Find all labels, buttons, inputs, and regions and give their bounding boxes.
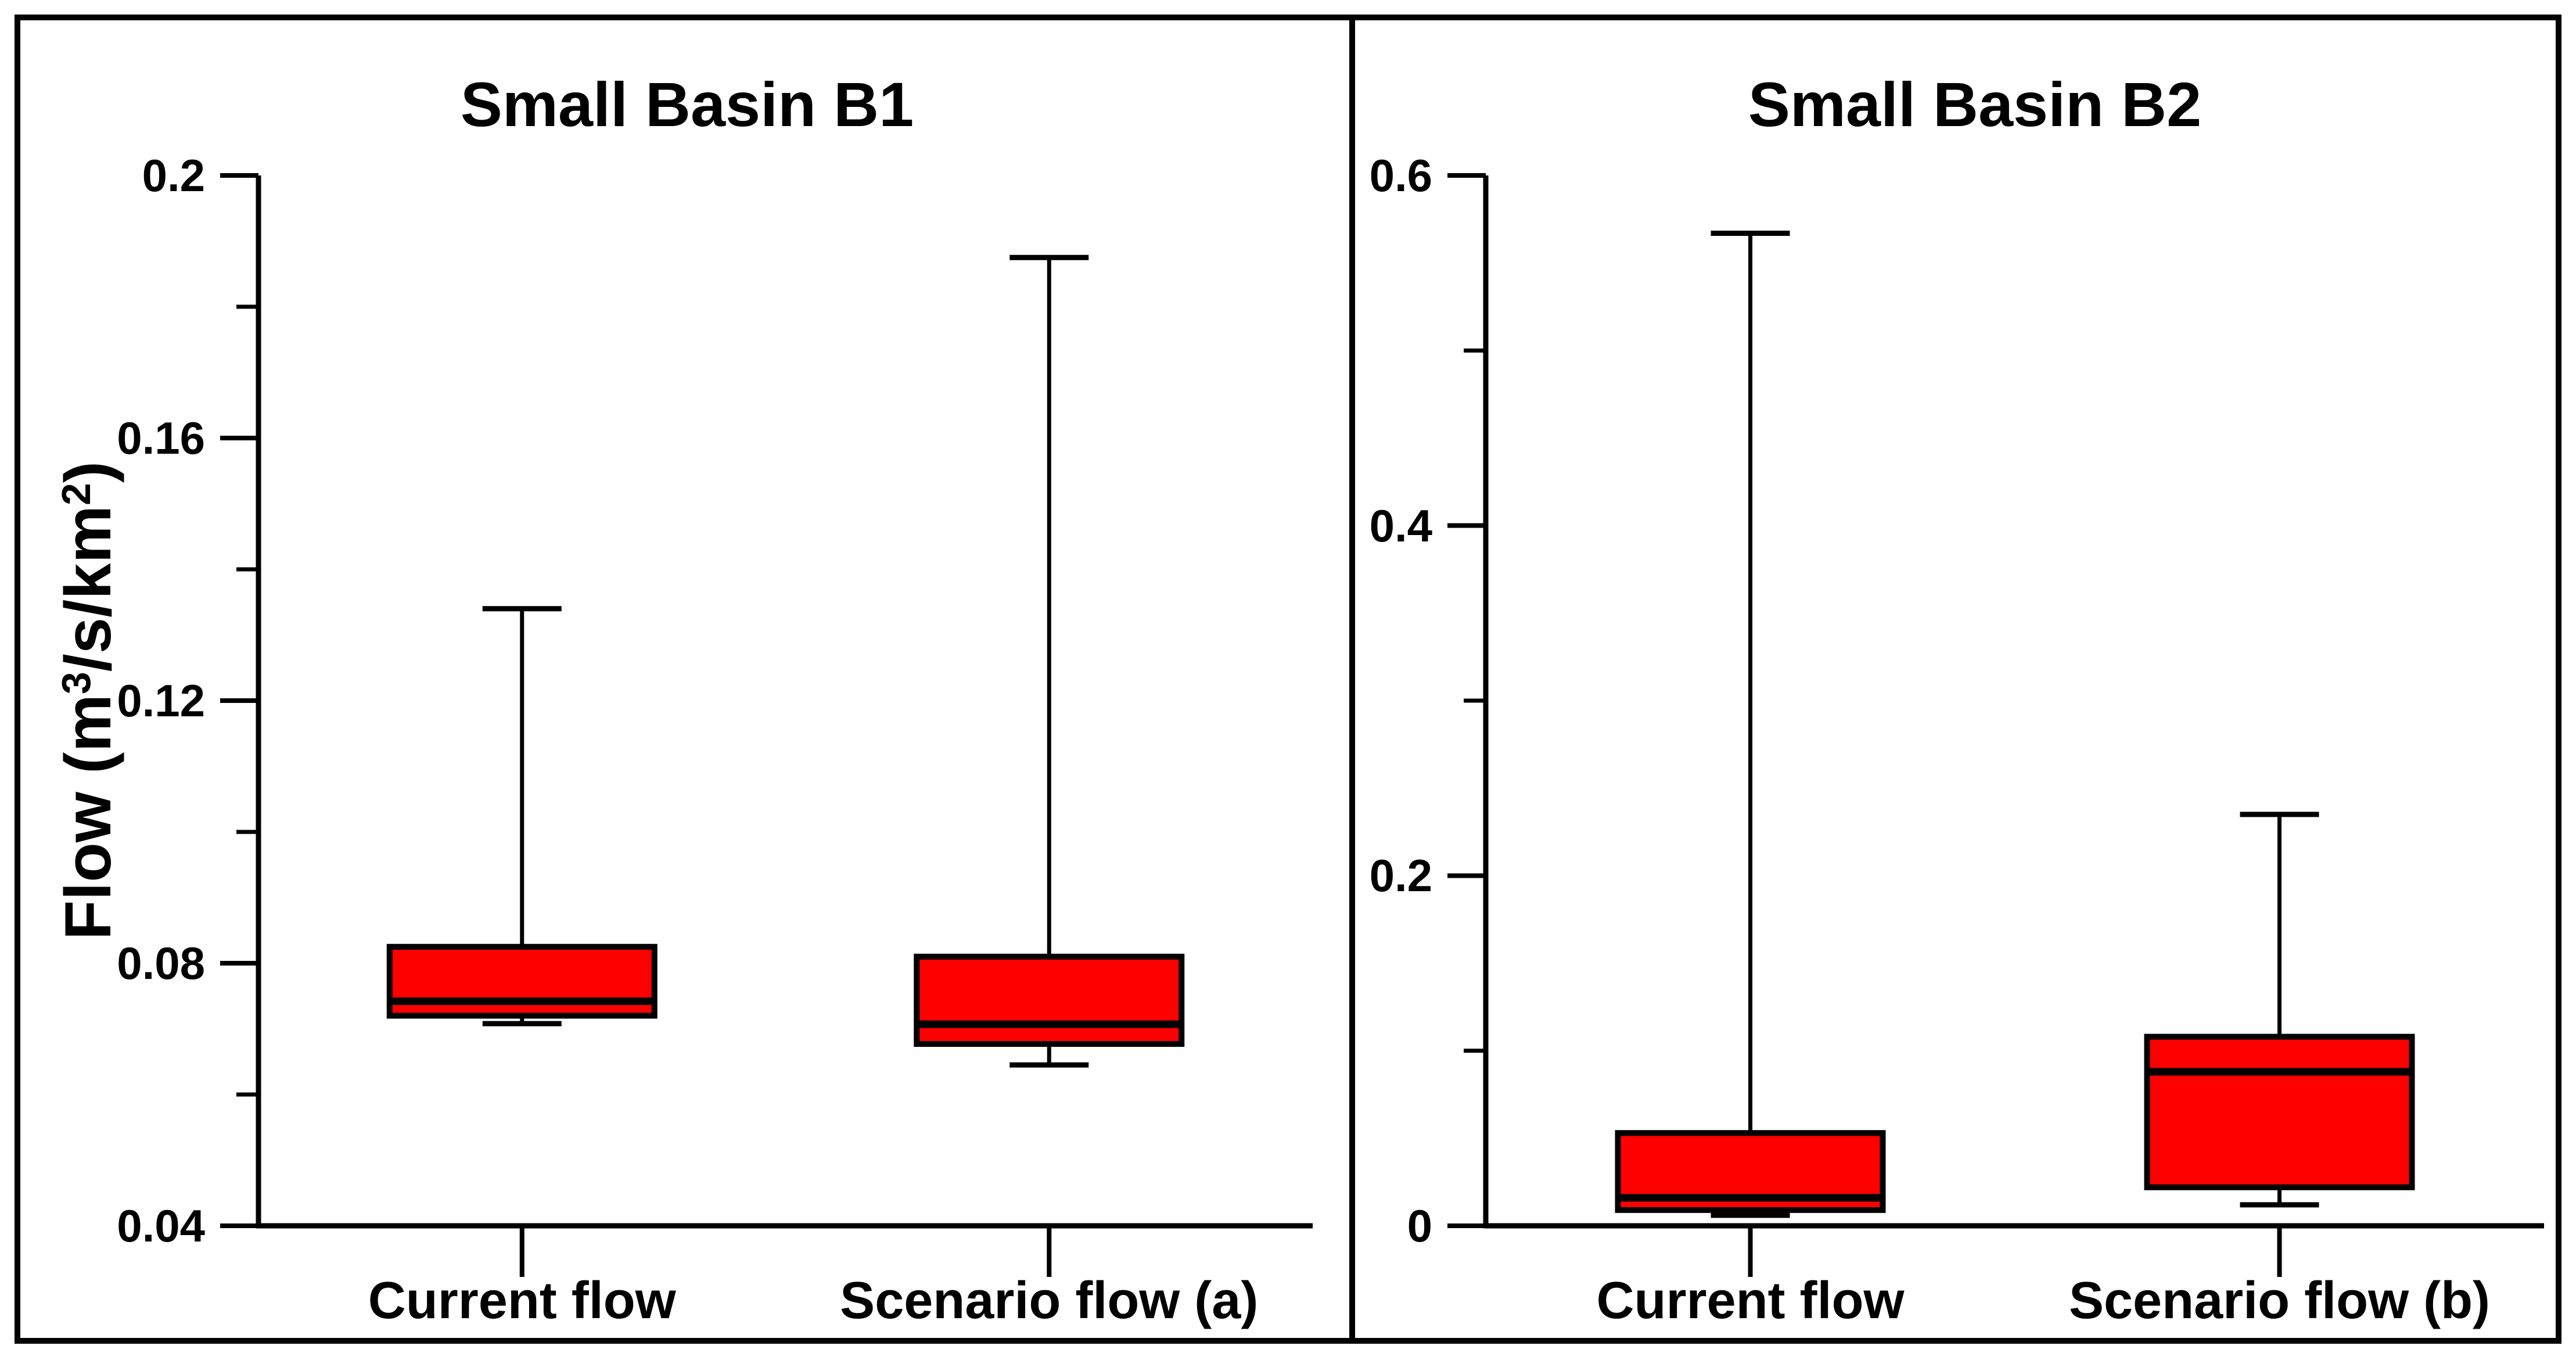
panel-title-1: Small Basin B2 xyxy=(1748,69,2202,139)
cat-label-1-0: Current flow xyxy=(1596,1272,1905,1330)
ytick-label: 0.2 xyxy=(1369,850,1432,902)
figure-frame xyxy=(15,15,2561,1344)
ytick-label: 0.6 xyxy=(1369,150,1432,201)
y-axis-title-text-mid: /s/km xyxy=(52,505,124,672)
y-axis-title-text: Flow (m xyxy=(52,694,124,941)
ytick-label: 0.12 xyxy=(117,675,205,726)
cat-label-0-1: Scenario flow (a) xyxy=(840,1272,1259,1330)
ytick-label: 0.2 xyxy=(142,150,205,201)
y-axis-title-sup-squared: 2 xyxy=(53,483,99,505)
panel-title-0: Small Basin B1 xyxy=(460,69,914,139)
ytick-label: 0.08 xyxy=(117,938,205,989)
box-iqr xyxy=(914,953,1185,1047)
ytick-label: 0.16 xyxy=(117,412,205,464)
cat-label-1-1: Scenario flow (b) xyxy=(2068,1272,2491,1330)
box-iqr xyxy=(2144,1034,2415,1190)
ytick-label: 0.04 xyxy=(117,1200,205,1251)
cat-label-0-0: Current flow xyxy=(368,1272,676,1330)
box-iqr xyxy=(386,943,658,1019)
ytick-label: 0 xyxy=(1407,1200,1432,1251)
ytick-label: 0.4 xyxy=(1369,500,1432,551)
